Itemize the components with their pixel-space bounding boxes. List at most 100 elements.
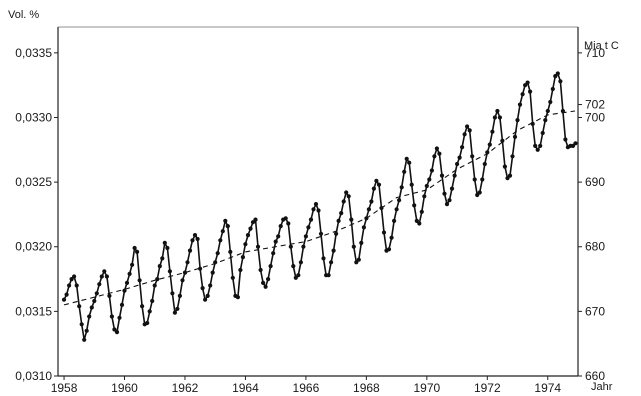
- x-tick-label-5: 1968: [353, 381, 380, 395]
- data-point: [465, 124, 470, 129]
- data-point: [195, 236, 200, 242]
- right-tick-label-3: 690: [585, 175, 605, 189]
- data-point: [535, 147, 540, 152]
- data-point: [533, 143, 538, 148]
- data-point: [235, 295, 240, 300]
- data-point: [407, 160, 412, 165]
- data-point: [510, 154, 515, 159]
- data-point: [301, 244, 306, 249]
- data-point: [399, 185, 404, 190]
- data-point: [331, 248, 336, 253]
- data-point: [205, 293, 210, 298]
- data-point: [271, 251, 276, 256]
- data-point: [308, 217, 314, 222]
- data-point: [135, 249, 140, 254]
- data-point: [349, 217, 354, 222]
- data-point: [351, 244, 356, 249]
- right-tick-label-1: 670: [585, 304, 605, 318]
- data-point: [127, 271, 132, 276]
- data-point: [213, 260, 218, 265]
- data-point: [477, 190, 482, 195]
- data-point: [187, 248, 193, 253]
- data-point: [460, 145, 465, 150]
- data-point: [253, 217, 258, 222]
- data-point: [364, 216, 369, 221]
- data-point: [112, 327, 117, 332]
- left-tick-label-1: 0,0315: [15, 304, 52, 318]
- data-point: [114, 330, 120, 335]
- data-point: [490, 129, 495, 134]
- data-point: [545, 108, 550, 114]
- data-point: [482, 161, 487, 167]
- x-tick-label-3: 1964: [232, 381, 259, 395]
- data-point: [288, 244, 293, 249]
- data-point: [540, 130, 545, 136]
- data-point: [512, 134, 518, 139]
- data-point: [167, 269, 172, 274]
- data-point: [447, 198, 452, 203]
- data-point: [145, 320, 150, 326]
- data-point: [389, 235, 394, 240]
- data-point: [177, 293, 182, 298]
- data-point: [548, 99, 553, 105]
- data-point: [137, 278, 142, 283]
- data-point: [165, 245, 170, 251]
- data-point: [412, 203, 417, 208]
- data-point: [150, 298, 155, 304]
- data-point: [520, 92, 525, 97]
- data-point: [550, 86, 555, 92]
- data-point: [573, 141, 578, 146]
- data-point: [336, 218, 341, 223]
- right-tick-label-6: 710: [585, 46, 605, 60]
- data-point: [361, 225, 366, 230]
- data-point: [130, 262, 135, 267]
- data-point: [318, 231, 324, 236]
- data-point: [250, 220, 256, 225]
- left-tick-label-4: 0,0330: [15, 110, 52, 124]
- data-point: [437, 151, 442, 156]
- data-point: [507, 173, 513, 178]
- data-point: [404, 156, 409, 161]
- data-point: [543, 118, 548, 123]
- data-point: [316, 208, 321, 213]
- data-point: [64, 292, 69, 297]
- data-point: [432, 154, 437, 159]
- data-point: [84, 328, 89, 333]
- data-point: [172, 310, 177, 315]
- monthly-line: [63, 72, 577, 341]
- data-point: [414, 218, 419, 223]
- data-point: [558, 79, 563, 84]
- data-point: [258, 267, 263, 273]
- data-point: [570, 143, 576, 148]
- data-point: [341, 199, 346, 204]
- data-point: [155, 277, 160, 282]
- trend-line: [63, 110, 576, 306]
- data-point: [192, 233, 198, 238]
- data-point: [470, 154, 475, 159]
- data-point: [339, 211, 344, 216]
- data-point: [266, 277, 271, 282]
- data-point: [87, 314, 92, 319]
- data-point: [268, 264, 273, 269]
- data-point: [487, 142, 492, 147]
- x-tick-label-4: 1966: [293, 381, 320, 395]
- right-tick-label-0: 660: [585, 369, 605, 383]
- data-point: [505, 176, 510, 181]
- data-point: [67, 283, 72, 288]
- data-point: [376, 182, 382, 187]
- data-point: [530, 121, 535, 126]
- data-point: [321, 256, 326, 261]
- data-point: [442, 191, 447, 196]
- data-point: [422, 194, 427, 199]
- data-point: [230, 275, 235, 280]
- data-point: [238, 267, 243, 273]
- data-point: [538, 143, 543, 148]
- data-point: [109, 314, 114, 319]
- data-point: [220, 229, 225, 234]
- x-tick-label-2: 1962: [172, 381, 199, 395]
- x-tick-label-0: 1958: [51, 381, 78, 395]
- data-point: [334, 231, 339, 236]
- data-point: [152, 283, 157, 288]
- data-point: [79, 322, 84, 327]
